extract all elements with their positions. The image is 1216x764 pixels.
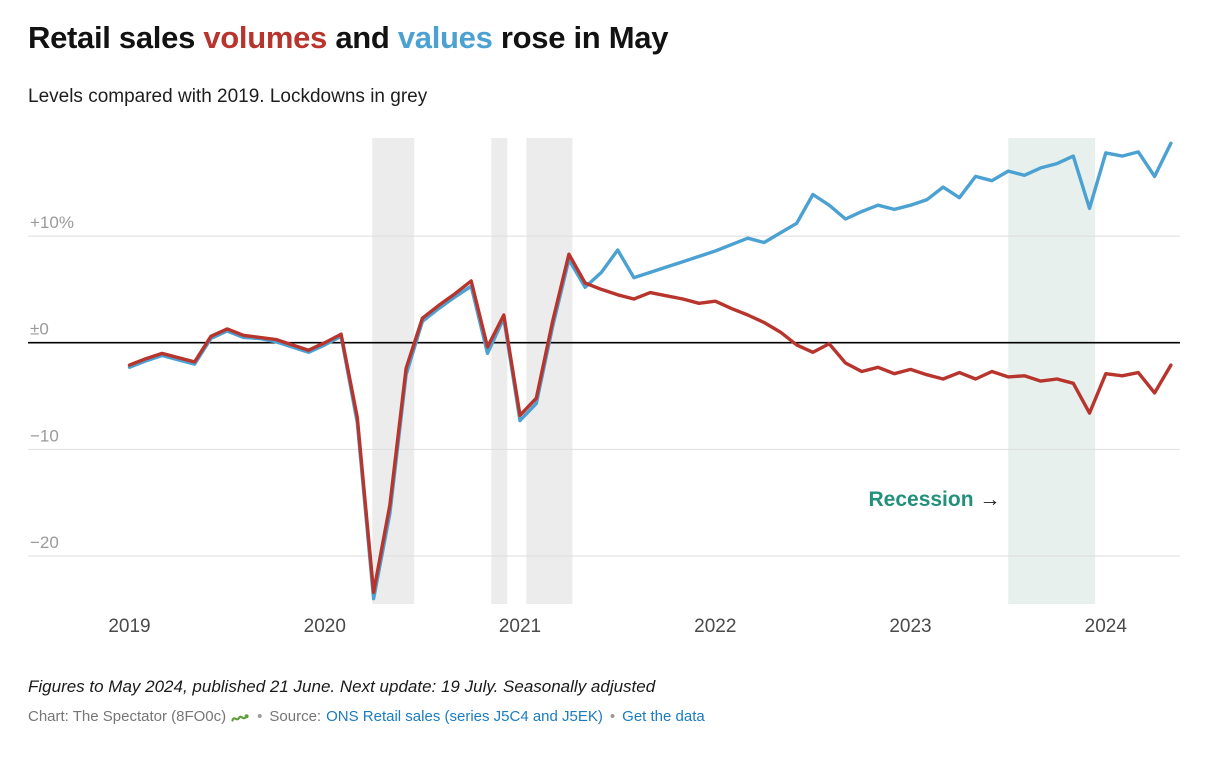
x-tick-label: 2019 xyxy=(108,616,150,637)
chart-notes: Figures to May 2024, published 21 June. … xyxy=(28,676,656,696)
recession-annotation: Recession → xyxy=(869,488,1001,511)
x-tick-label: 2020 xyxy=(304,616,346,637)
chart-credit-line: Chart: The Spectator (8FO0c) • Source: O… xyxy=(28,708,1188,725)
chart-area: +10% ±0 −10 −20 2019 2020 2021 2022 2023 2024 Rece… xyxy=(28,136,1188,641)
recession-band xyxy=(1008,137,1096,604)
x-tick-label: 2024 xyxy=(1085,616,1128,637)
lockdown-3-band xyxy=(526,137,573,604)
title-values-highlight: values xyxy=(397,20,493,55)
get-data-link[interactable]: Get the data xyxy=(622,707,705,725)
title-segment: rose in May xyxy=(492,20,669,55)
title-segment: Retail sales xyxy=(28,20,204,55)
title-segment: and xyxy=(327,20,398,55)
snake-icon xyxy=(231,710,250,723)
title-volumes-highlight: volumes xyxy=(203,20,327,55)
x-tick-label: 2021 xyxy=(499,616,541,637)
y-tick-label: −20 xyxy=(30,533,59,552)
lockdown-2-band xyxy=(491,137,508,604)
line-chart: +10% ±0 −10 −20 2019 2020 2021 2022 2023 2024 Rece… xyxy=(28,137,1180,637)
credit-separator: • xyxy=(609,707,616,725)
source-link[interactable]: ONS Retail sales (series J5C4 and J5EK) xyxy=(326,707,603,725)
series-line-volumes xyxy=(127,252,1173,594)
source-label: Source: xyxy=(269,707,322,725)
chart-subtitle: Levels compared with 2019. Lockdowns in … xyxy=(28,85,428,107)
x-tick-label: 2023 xyxy=(889,616,931,637)
y-tick-label: +10% xyxy=(30,213,74,232)
series-line-values xyxy=(127,141,1173,601)
y-tick-label: −10 xyxy=(30,426,59,445)
chart-card: Retail sales volumes and values rose in … xyxy=(28,20,1188,725)
y-tick-label: ±0 xyxy=(30,319,49,338)
credit-prefix: Chart: The Spectator (8FO0c) xyxy=(28,707,227,725)
credit-separator: • xyxy=(257,707,263,725)
chart-title: Retail sales volumes and values rose in … xyxy=(28,20,1188,56)
x-tick-label: 2022 xyxy=(694,616,736,637)
